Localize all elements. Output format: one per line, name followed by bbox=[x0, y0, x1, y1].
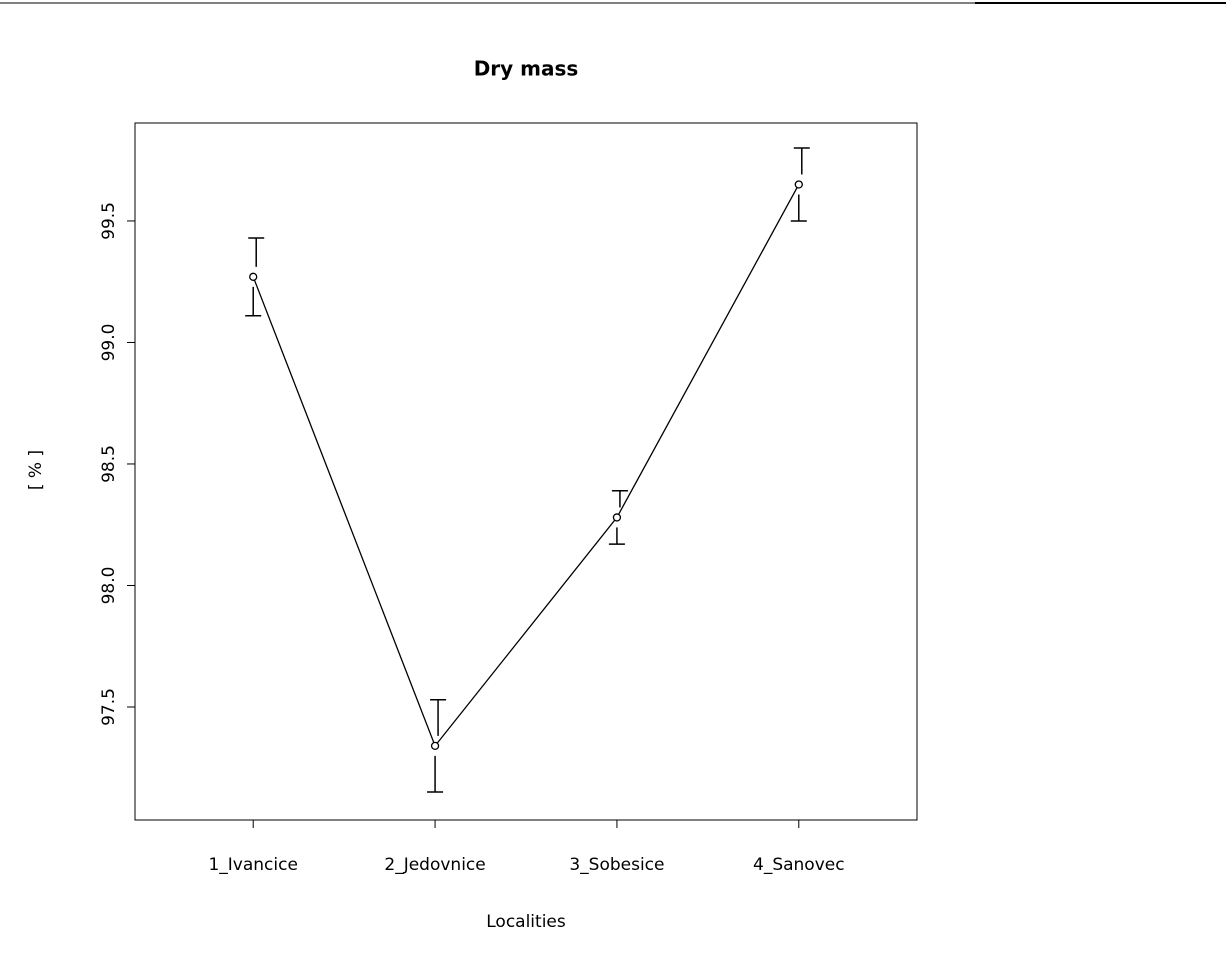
x-tick-label: 1_Ivancice bbox=[208, 855, 297, 875]
x-tick-label: 3_Sobesice bbox=[569, 855, 664, 875]
error-bar bbox=[608, 489, 628, 545]
y-tick-label: 99.0 bbox=[99, 324, 119, 362]
point bbox=[794, 180, 803, 189]
plot-box bbox=[134, 122, 918, 821]
x-tick-label: 4_Sanovec bbox=[753, 855, 845, 875]
y-tick-label: 98.0 bbox=[99, 567, 119, 605]
point bbox=[249, 272, 258, 281]
error-bar bbox=[427, 698, 447, 793]
x-tick-label: 2_Jedovnice bbox=[384, 855, 485, 875]
line bbox=[252, 184, 800, 748]
error-bar bbox=[790, 147, 810, 222]
point bbox=[612, 513, 622, 522]
y-axis-label: [ % ] bbox=[26, 450, 46, 490]
x-axis-label: Localities bbox=[486, 912, 566, 932]
chart-title: Dry mass bbox=[474, 57, 579, 81]
error-bar bbox=[245, 237, 265, 317]
y-tick-label: 97.5 bbox=[99, 688, 119, 726]
y-tick-label: 98.5 bbox=[99, 445, 119, 483]
y-tick-label: 99.5 bbox=[99, 202, 119, 240]
point bbox=[430, 741, 440, 751]
